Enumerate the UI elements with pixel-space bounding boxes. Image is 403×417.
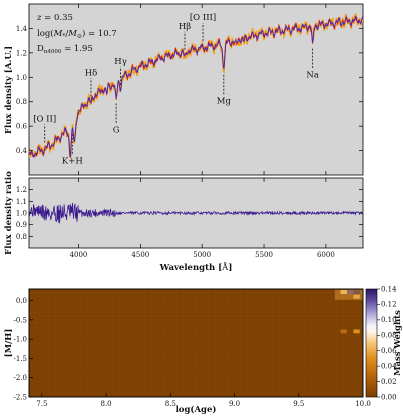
x-tick-label: 8.5 (165, 400, 176, 408)
x-tick-label: 6000 (317, 251, 335, 259)
y-tick-label: -2.5 (14, 394, 28, 402)
redshift-annotation: z = 0.35 (36, 13, 73, 23)
heatmap-grid (29, 289, 363, 397)
spectral-line-label: G (113, 125, 120, 135)
spectrum-x-ticks (78, 4, 327, 175)
y-tick-label: -2.0 (14, 374, 28, 382)
heatmap-cell (346, 290, 354, 295)
y-tick-label: 1.1 (16, 198, 27, 206)
y-tick-label: 0.8 (16, 233, 27, 241)
spectrum-plot-area (28, 3, 364, 176)
colorbar-tick-label: 0.04 (381, 362, 397, 370)
y-tick-label: 0.6 (16, 123, 28, 131)
x-tick-label: 9.5 (293, 400, 304, 408)
spectral-line-label: Hβ (179, 22, 191, 32)
y-tick-label: -1.5 (14, 355, 28, 363)
spectral-line-label: Hγ (114, 57, 127, 67)
colorbar-tick-label: 0.08 (381, 332, 397, 340)
dn4000-annotation: Dn4000 = 1.95 (37, 44, 93, 55)
heatmap-cell (334, 289, 363, 300)
colorbar-tick-label: 0.02 (381, 378, 397, 386)
spectrum-y-axis-label: Flux density [A.U.] (4, 46, 14, 134)
colorbar-tick-label: 0.14 (381, 285, 397, 293)
mass-weights-panel: 0.0 -0.5 -1.0 -1.5 -2.0 -2.5 7.5 8.0 8.5 9.0 9.5 1… (4, 285, 403, 415)
y-tick-label: 1.2 (16, 186, 27, 194)
colorbar-tick-label: 0.10 (381, 316, 397, 324)
heatmap-x-axis-label: log(Age) (176, 404, 217, 415)
spectral-line-label: Na (306, 71, 319, 81)
ratio-y-ticks: 0.8 0.9 1.0 1.1 1.2 (16, 186, 363, 241)
heatmap-frame (28, 288, 364, 398)
ratio-x-ticks: 4000 4500 5000 5500 6000 (70, 178, 335, 259)
x-tick-label: 5500 (255, 251, 273, 259)
ratio-y-axis-label: Flux density ratio (4, 171, 14, 255)
heatmap-cell (353, 329, 360, 334)
spectrum-panel: [O II] K+H Hδ G Hγ Hβ[O III] Mg Na 0.4 0.6 0.8 1.0… (4, 3, 364, 176)
spectrum-model-line (29, 16, 363, 158)
colorbar-tick-label: 0.12 (381, 301, 397, 309)
colorbar-label: Mass Weights (393, 310, 403, 376)
spectrum-series (29, 11, 363, 159)
y-tick-label: 1.0 (16, 74, 27, 82)
x-tick-label: 8.0 (101, 400, 112, 408)
y-tick-label: 1.0 (16, 210, 27, 218)
colorbar-ticks: 0.00 0.02 0.04 0.06 0.08 0.10 0.12 0.14 (377, 285, 397, 401)
heatmap-cell (353, 290, 360, 295)
colorbar-tick-label: 0.06 (381, 347, 397, 355)
spectral-line-label: [O II] (33, 114, 56, 124)
x-tick-label: 7.5 (36, 400, 47, 408)
colorbar-tick-label: 0.00 (381, 393, 397, 401)
spectral-line-label: [O III] (190, 13, 216, 23)
ratio-series-line (29, 202, 363, 224)
spectral-line-label: K+H (62, 156, 83, 166)
y-tick-label: 0.4 (16, 147, 28, 155)
heatmap-y-axis-label: [M/H] (4, 329, 14, 358)
y-tick-label: 0.9 (16, 221, 27, 229)
spectral-line-label: Hδ (85, 68, 98, 78)
y-tick-label: -0.5 (14, 316, 28, 324)
ratio-panel: 0.8 0.9 1.0 1.1 1.2 4000 4500 5000 5500 6000 Flu… (4, 171, 364, 273)
heatmap-cells (334, 289, 363, 334)
y-tick-label: 0.8 (16, 98, 27, 106)
spectrum-y-ticks: 0.4 0.6 0.8 1.0 1.2 1.4 (16, 25, 363, 155)
stellar-mass-annotation: log(M*/M⊙) = 10.7 (37, 28, 117, 40)
y-tick-label: -1.0 (14, 336, 28, 344)
y-tick-label: 0.0 (16, 297, 27, 305)
y-tick-label: 1.4 (16, 25, 28, 33)
heatmap-cell (340, 329, 347, 334)
spectral-line-label: Mg (217, 97, 232, 107)
spectral-line-markers: [O II] K+H Hδ G Hγ Hβ[O III] Mg Na (33, 13, 319, 166)
colorbar (365, 288, 378, 398)
y-tick-label: 1.2 (16, 49, 27, 57)
ratio-x-axis-label: Wavelength [Å] (159, 261, 233, 273)
x-tick-label: 4000 (70, 251, 88, 259)
x-tick-label: 5000 (193, 251, 211, 259)
heatmap-cell (340, 290, 347, 295)
heatmap-y-ticks: 0.0 -0.5 -1.0 -1.5 -2.0 -2.5 (14, 297, 33, 402)
x-tick-label: 9.0 (229, 400, 240, 408)
heatmap-x-ticks: 7.5 8.0 8.5 9.0 9.5 10.0 (36, 393, 371, 408)
heatmap-cell (353, 294, 360, 299)
x-tick-label: 4500 (131, 251, 149, 259)
x-tick-label: 10.0 (355, 400, 371, 408)
